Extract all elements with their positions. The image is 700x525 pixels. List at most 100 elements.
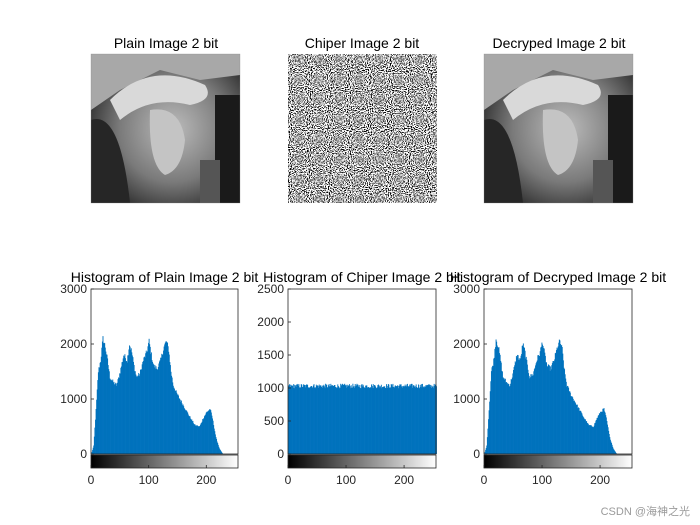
hist-bar (202, 419, 204, 454)
hist-bar (310, 386, 312, 454)
hist-bar (183, 408, 185, 454)
hist-bar (409, 384, 411, 454)
hist-bar (160, 357, 162, 454)
hist-bar (218, 446, 220, 454)
hist-bar (111, 380, 113, 454)
hist-bar (602, 408, 604, 454)
hist-bar (124, 354, 126, 454)
hist-bar (376, 387, 378, 454)
hist-bar (352, 383, 354, 454)
hist-bar (517, 355, 519, 454)
hist-bar (162, 354, 164, 454)
hist-bar (412, 385, 414, 454)
hist-bar (135, 376, 137, 454)
hist-bar (384, 386, 386, 454)
hist-bar (326, 384, 328, 454)
x-tick-label: 200 (590, 473, 610, 487)
hist-bar (592, 427, 594, 454)
hist-bar (414, 386, 416, 454)
y-tick-label: 3000 (60, 282, 87, 296)
hist-bar (493, 357, 495, 454)
hist-bar (95, 408, 97, 454)
hist-bar (320, 385, 322, 454)
hist-bar (405, 386, 407, 454)
hist-bar (339, 388, 341, 454)
hist-bar (197, 426, 199, 454)
hist-bar (497, 347, 499, 454)
hist-bar (514, 365, 516, 454)
hist-bar (164, 344, 166, 454)
hist-bar (116, 382, 118, 454)
hist-bar (311, 388, 313, 454)
hist-bar (418, 384, 419, 454)
hist-bar (540, 346, 542, 454)
hist-bar (561, 344, 563, 454)
y-tick-label: 1000 (60, 392, 87, 406)
hist-bar (519, 360, 521, 454)
hist-bar (513, 370, 514, 454)
hist-bar (398, 385, 400, 454)
hist-bar (220, 450, 222, 454)
hist-bar (416, 387, 418, 454)
hist-bar (103, 342, 105, 454)
hist-bar (582, 415, 584, 454)
hist-bar (406, 383, 408, 454)
hist-bar (526, 364, 528, 454)
hist-bar (130, 348, 132, 454)
hist-bar (219, 449, 221, 454)
hist-bar (194, 424, 196, 454)
hist-bar (108, 369, 110, 454)
hist-bar (350, 385, 352, 454)
hist-bar (527, 369, 529, 454)
hist-bar (112, 379, 114, 454)
hist-bar (137, 377, 139, 454)
x-tick-label: 0 (88, 473, 95, 487)
hist-bar (579, 411, 581, 454)
y-tick-label: 2000 (453, 337, 480, 351)
hist-bar (217, 443, 219, 454)
hist-bar (408, 386, 410, 454)
hist-bar (333, 385, 335, 454)
hist-bar (104, 343, 106, 454)
hist-bar (294, 385, 296, 454)
hist-bar (529, 377, 531, 454)
hist-bar (103, 343, 105, 454)
hist-bar (206, 411, 208, 454)
hist-bar (105, 351, 107, 454)
hist-bar (379, 386, 381, 454)
hist-bar (564, 369, 566, 454)
hist-bar (312, 386, 314, 454)
hist-bar (148, 342, 149, 454)
hist-bar (205, 412, 207, 454)
hist-bar (353, 386, 354, 454)
hist-bar (604, 412, 606, 454)
hist-bar (615, 452, 617, 454)
hist-bar (111, 380, 113, 454)
hist-bar (571, 396, 572, 454)
hist-bar (299, 387, 301, 454)
hist-bar (336, 387, 338, 454)
histograms: Histogram of Plain Image 2 bit0100020003… (60, 269, 666, 487)
hist-bar (290, 384, 292, 454)
hist-bar (322, 385, 324, 454)
hist-bar (379, 387, 381, 454)
hist-bar (91, 451, 93, 454)
hist-bar (507, 382, 509, 454)
hist-bar (423, 387, 425, 454)
hist-bar (180, 401, 182, 454)
hist-bar (201, 421, 203, 454)
hist-bar (330, 385, 332, 454)
hist-bar (142, 361, 144, 454)
hist-bar (178, 398, 180, 454)
hist-bar (212, 418, 213, 454)
hist-bar (401, 386, 403, 454)
hist-bar (589, 425, 591, 454)
hist-bar (597, 417, 599, 454)
hist-bar (501, 370, 503, 454)
hist-bar (328, 385, 329, 454)
hist-bar (489, 401, 491, 454)
hist-bar (295, 386, 297, 454)
hist-bar (319, 386, 321, 454)
hist-bar (415, 384, 417, 454)
hist-bar (161, 354, 163, 454)
